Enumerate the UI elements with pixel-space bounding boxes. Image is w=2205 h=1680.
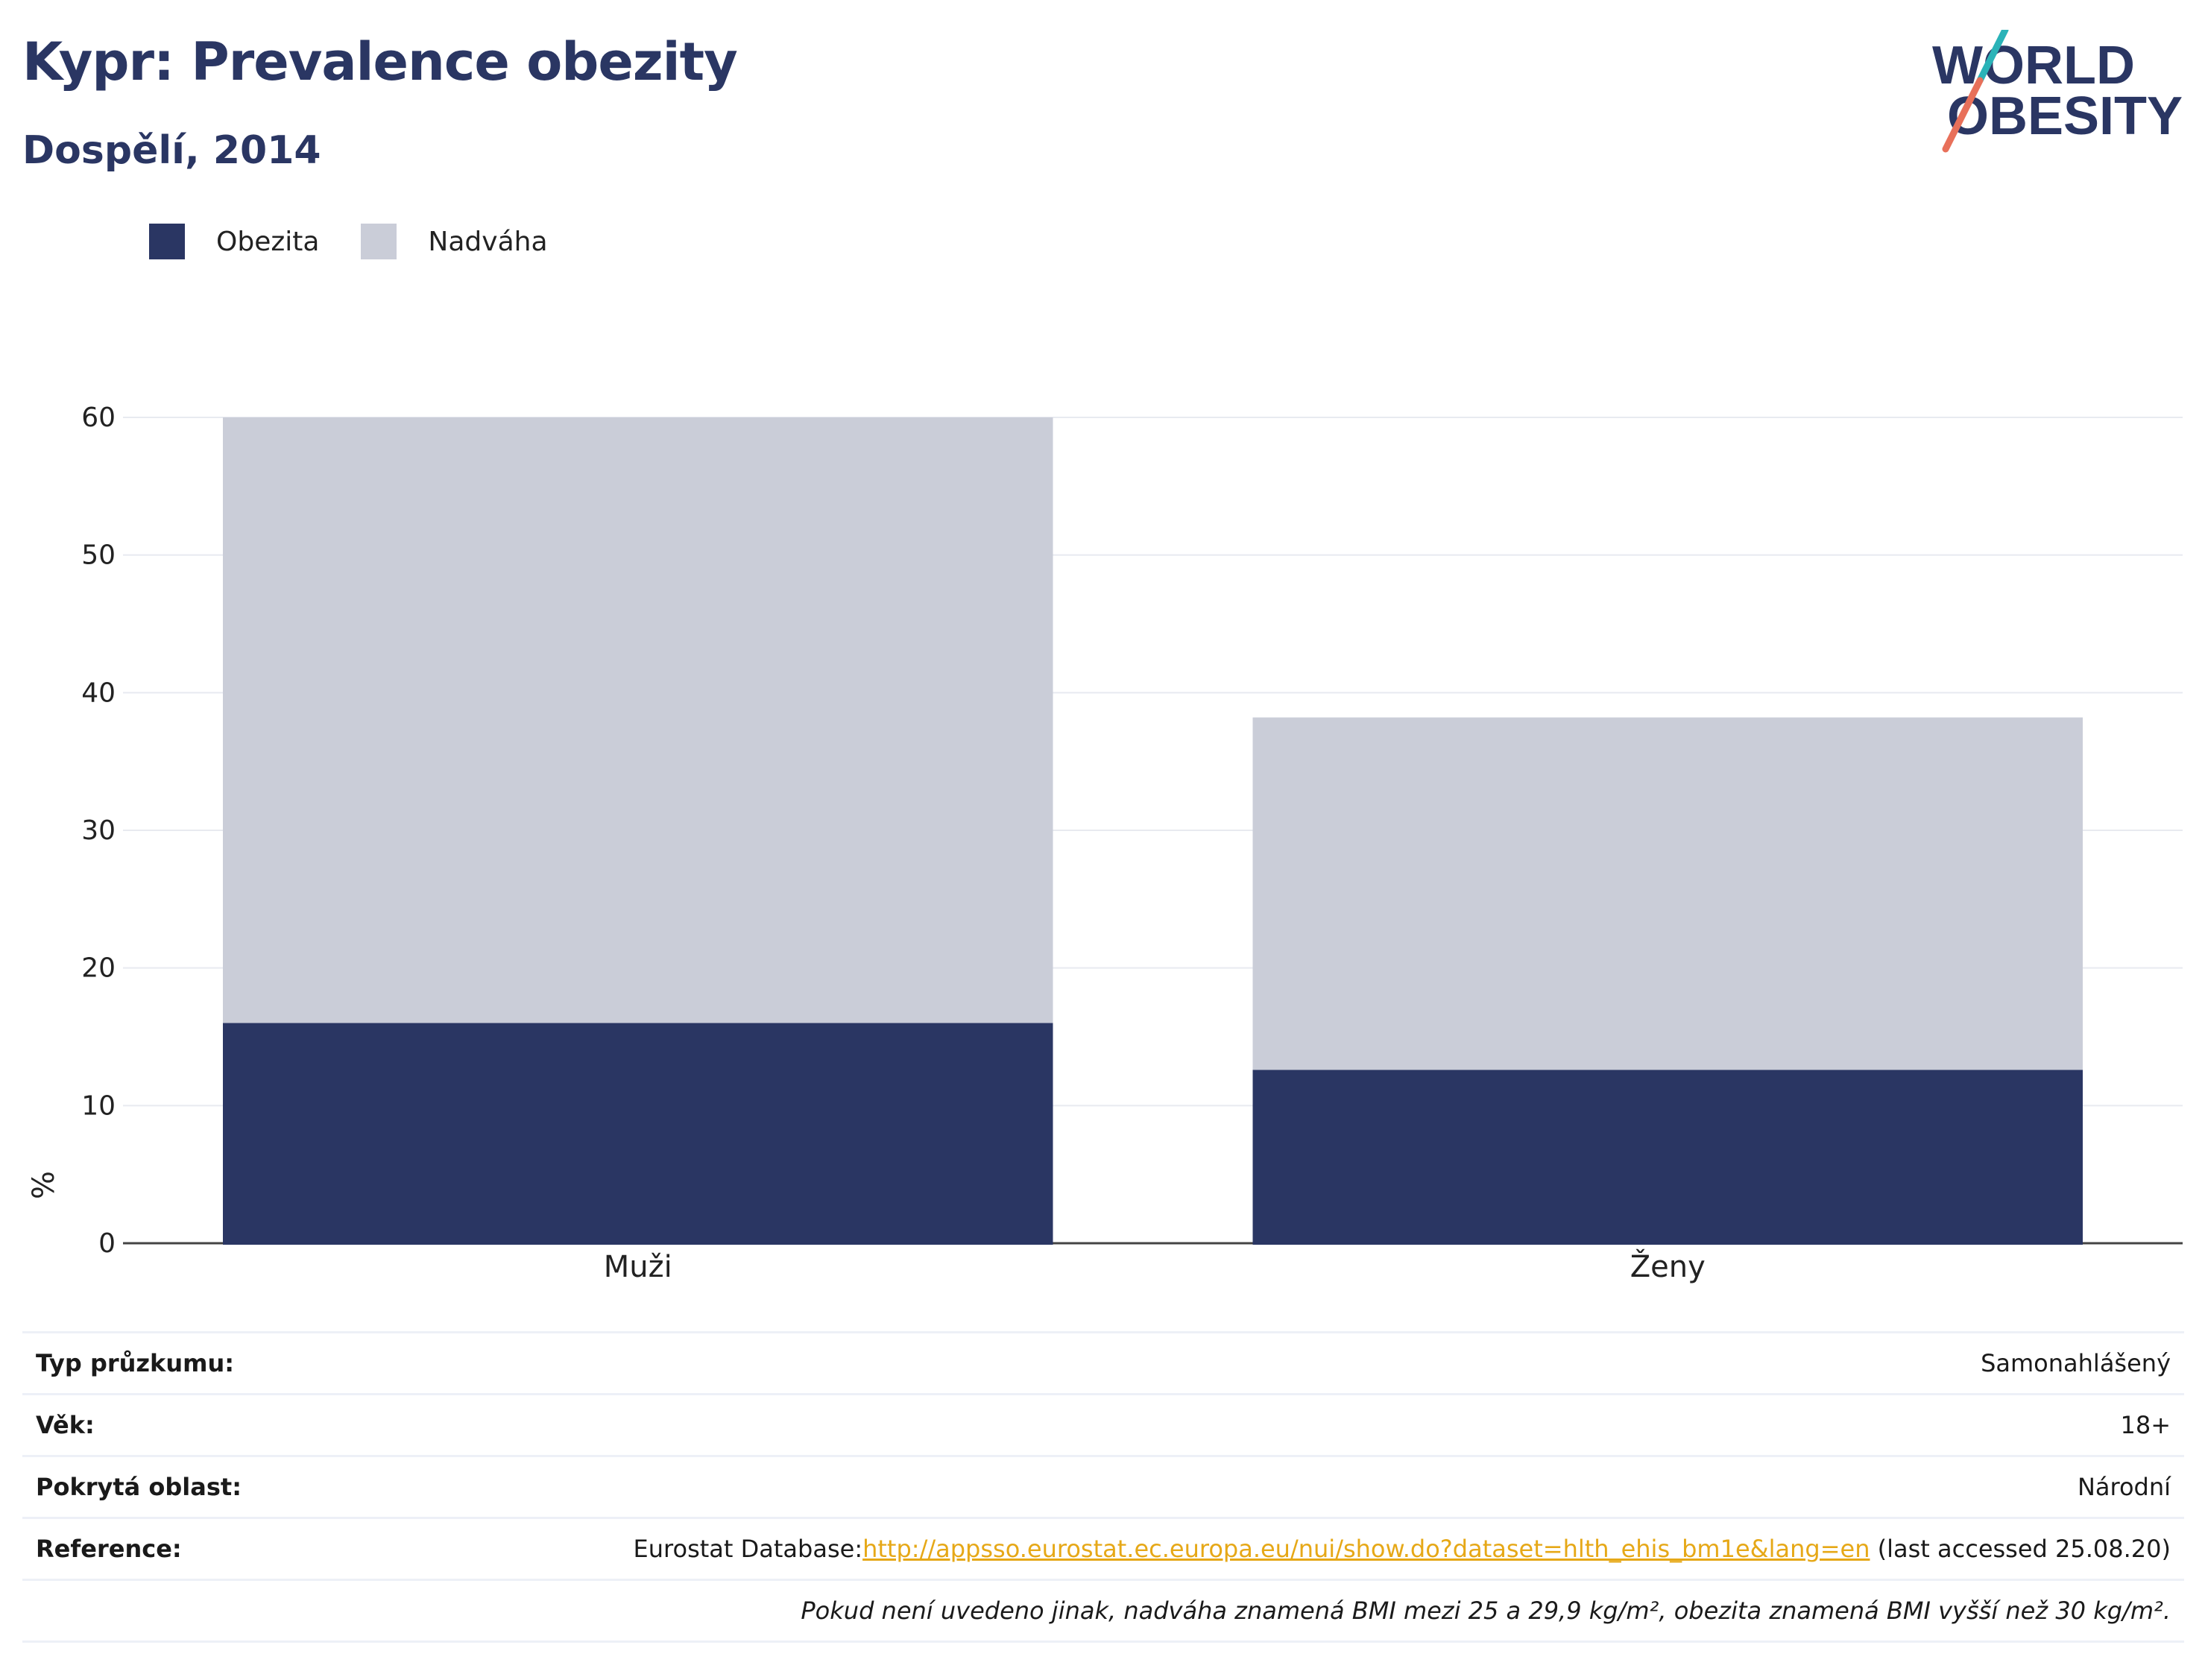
reference-label: Reference: <box>36 1535 182 1563</box>
x-category-label: Ženy <box>1630 1248 1706 1284</box>
legend-swatch-obesity <box>149 224 185 259</box>
reference-suffix: (last accessed 25.08.20) <box>1870 1535 2171 1563</box>
y-axis-title: % <box>27 1171 61 1199</box>
y-tick-label: 60 <box>81 402 116 433</box>
bar-chart: 0 10 20 30 40 50 60 Muži Ženy % <box>27 402 2183 1284</box>
bmi-footnote: Pokud není uvedeno jinak, nadváha znamen… <box>22 1581 2184 1643</box>
coverage-label: Pokrytá oblast: <box>36 1473 242 1501</box>
world-obesity-logo: WORLD OBESITY <box>1932 30 2183 153</box>
y-tick-label: 20 <box>81 953 116 984</box>
legend-item-obesity[interactable]: Obezita <box>149 224 319 259</box>
y-tick-label: 0 <box>98 1228 116 1259</box>
legend-item-overweight[interactable]: Nadváha <box>361 224 548 259</box>
bar-obesity-0[interactable] <box>223 1023 1053 1245</box>
x-category-label: Muži <box>604 1250 672 1284</box>
reference-link[interactable]: http://appsso.eurostat.ec.europa.eu/nui/… <box>862 1535 1870 1563</box>
bar-overweight-0[interactable] <box>223 417 1053 1023</box>
info-row-coverage: Pokrytá oblast: Národní <box>22 1457 2184 1519</box>
info-row-survey-type: Typ průzkumu: Samonahlášený <box>22 1333 2184 1395</box>
survey-type-value: Samonahlášený <box>1981 1349 2171 1377</box>
reference-value: Eurostat Database:http://appsso.eurostat… <box>634 1535 2171 1563</box>
chart-bars <box>223 417 2083 1245</box>
survey-type-label: Typ průzkumu: <box>36 1349 235 1377</box>
legend-label-obesity: Obezita <box>216 226 320 257</box>
age-label: Věk: <box>36 1411 95 1439</box>
x-axis-categories: Muži Ženy <box>604 1248 1706 1284</box>
svg-text:OBESITY: OBESITY <box>1947 86 2183 146</box>
info-table: Typ průzkumu: Samonahlášený Věk: 18+ Pok… <box>22 1331 2184 1643</box>
y-tick-label: 40 <box>81 678 116 708</box>
y-axis-ticks: 0 10 20 30 40 50 60 <box>81 402 116 1259</box>
svg-text:WORLD: WORLD <box>1932 36 2135 95</box>
bar-obesity-1[interactable] <box>1252 1070 2083 1245</box>
legend-label-overweight: Nadváha <box>428 226 548 257</box>
y-tick-label: 30 <box>81 815 116 846</box>
chart-subtitle: Dospělí, 2014 <box>22 128 321 173</box>
age-value: 18+ <box>2120 1411 2171 1439</box>
info-row-reference: Reference: Eurostat Database:http://apps… <box>22 1519 2184 1581</box>
legend-swatch-overweight <box>361 224 397 259</box>
reference-prefix: Eurostat Database: <box>633 1535 863 1563</box>
info-row-age: Věk: 18+ <box>22 1395 2184 1457</box>
y-tick-label: 10 <box>81 1090 116 1121</box>
chart-title: Kypr: Prevalence obezity <box>22 31 738 92</box>
chart-legend: Obezita Nadváha <box>149 222 590 261</box>
y-tick-label: 50 <box>81 540 116 571</box>
coverage-value: Národní <box>2077 1473 2171 1501</box>
bar-overweight-1[interactable] <box>1252 717 2083 1070</box>
